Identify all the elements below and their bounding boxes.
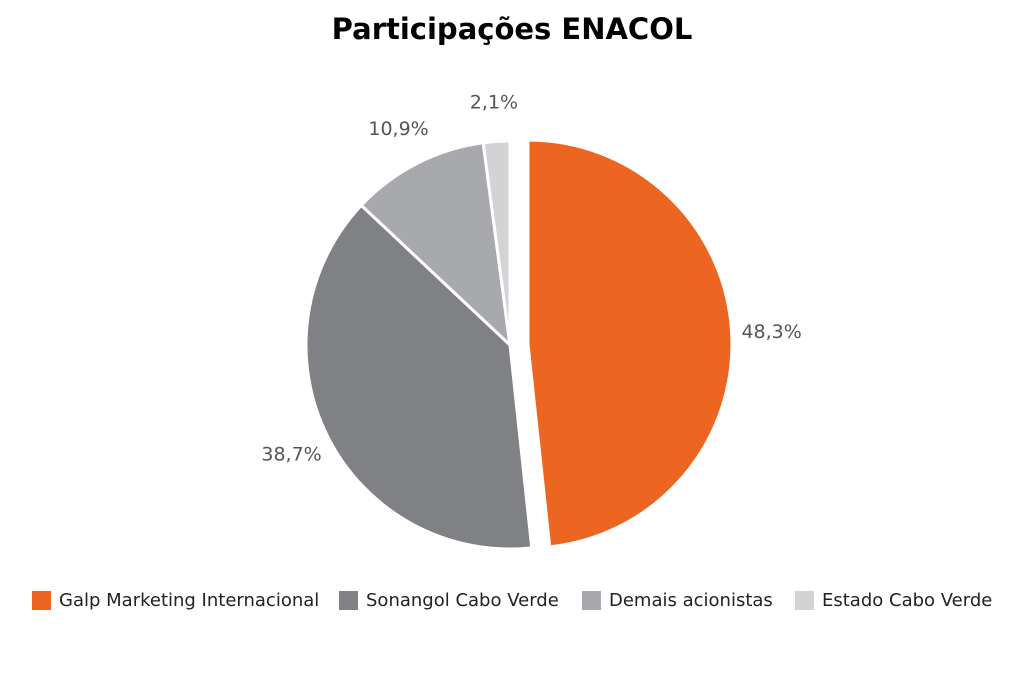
label-galp: 48,3%: [741, 321, 801, 343]
label-demais: 10,9%: [368, 118, 428, 140]
label-estado: 2,1%: [470, 92, 518, 114]
legend-swatch-galp: [32, 590, 51, 610]
slice-estado: [481, 139, 512, 346]
pie-slices: [304, 138, 734, 551]
legend-label-demais: Demais acionistas: [609, 589, 773, 611]
legend-item-sonangol: Sonangol Cabo Verde: [339, 586, 559, 614]
label-sonangol: 38,7%: [261, 444, 321, 466]
legend-label-estado: Estado Cabo Verde: [822, 589, 993, 611]
pie-labels: 48,3% 38,7% 10,9% 2,1%: [261, 92, 801, 466]
legend-label-galp: Galp Marketing Internacional: [59, 589, 320, 611]
slice-sonangol: [304, 203, 534, 551]
legend-swatch-demais: [582, 590, 601, 610]
chart-title: Participações ENACOL: [331, 12, 693, 46]
legend-item-galp: Galp Marketing Internacional: [32, 586, 319, 614]
legend: Galp Marketing Internacional Sonangol Ca…: [0, 586, 1024, 616]
slice-demais: [359, 141, 513, 349]
legend-swatch-estado: [795, 590, 814, 610]
legend-label-sonangol: Sonangol Cabo Verde: [366, 589, 559, 611]
legend-item-demais: Demais acionistas: [582, 586, 773, 614]
legend-swatch-sonangol: [339, 590, 358, 610]
legend-item-estado: Estado Cabo Verde: [795, 586, 992, 614]
slice-galp: [526, 138, 734, 549]
